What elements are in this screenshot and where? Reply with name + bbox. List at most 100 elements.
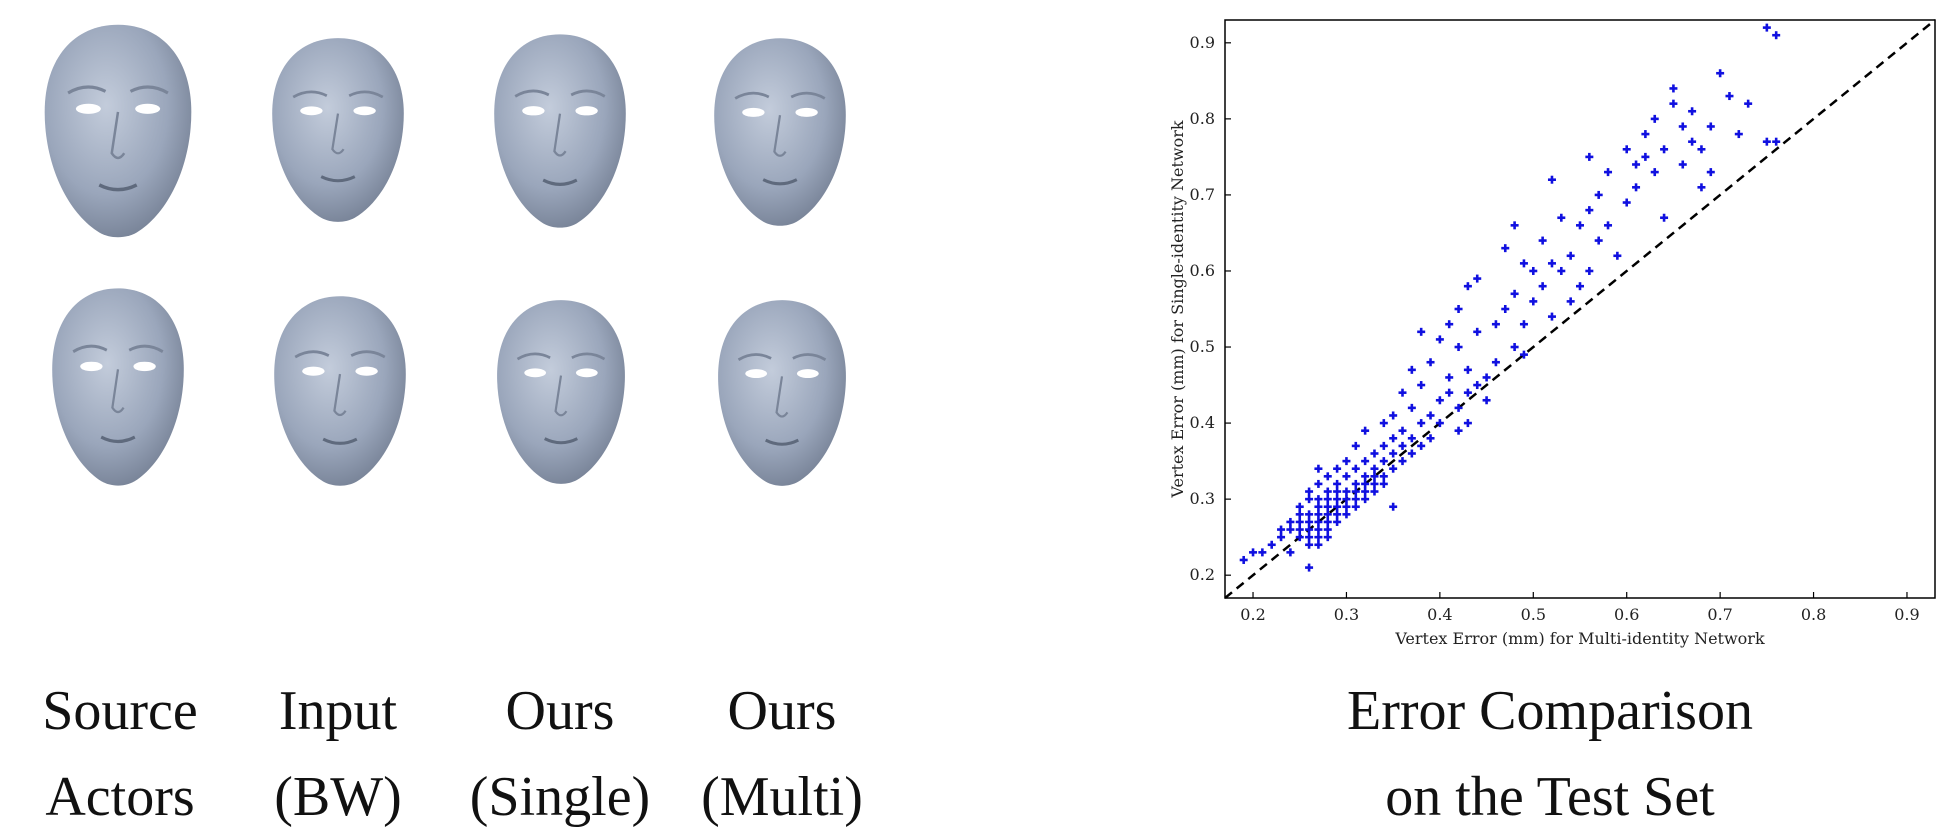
data-point [1370, 479, 1379, 488]
data-point [1445, 373, 1454, 382]
data-point [1342, 472, 1351, 481]
data-point [1389, 464, 1398, 473]
data-point [1333, 487, 1342, 496]
data-point [1305, 487, 1314, 496]
data-point [1454, 305, 1463, 313]
data-point [1389, 449, 1398, 458]
face-renders-grid [0, 0, 1110, 640]
data-point [1379, 419, 1388, 428]
data-point [1323, 533, 1332, 542]
data-point [1277, 525, 1286, 534]
data-point [1323, 487, 1332, 496]
data-point [1641, 152, 1650, 161]
data-point [1305, 525, 1314, 534]
data-point [1305, 563, 1314, 572]
data-point [1407, 449, 1416, 458]
data-point [1426, 434, 1435, 443]
data-point [1463, 365, 1472, 374]
data-point [1398, 441, 1407, 450]
data-point [1333, 479, 1342, 488]
x-tick-label: 0.7 [1707, 605, 1732, 624]
data-point [1660, 145, 1669, 154]
data-point [1678, 122, 1687, 131]
data-point [1351, 495, 1360, 504]
data-point [1501, 305, 1510, 313]
data-point [1594, 236, 1603, 245]
face-mesh-icon [272, 38, 404, 222]
y-tick-label: 0.3 [1190, 489, 1215, 508]
data-point [1379, 457, 1388, 466]
data-point [1295, 510, 1304, 519]
data-point [1585, 266, 1594, 275]
data-point [1510, 221, 1519, 230]
data-point [1361, 495, 1370, 504]
data-point [1501, 244, 1510, 253]
data-point [1669, 99, 1678, 108]
data-point [1445, 320, 1454, 329]
caption-line: Input [278, 680, 398, 742]
y-tick-label: 0.6 [1190, 261, 1215, 280]
data-point [1239, 555, 1248, 564]
caption-line: Ours [727, 680, 837, 742]
face-mesh-icon [494, 34, 626, 228]
data-point [1454, 426, 1463, 435]
data-point [1314, 540, 1323, 549]
caption-line: (Multi) [701, 766, 863, 828]
data-point [1361, 472, 1370, 481]
x-tick-label: 0.6 [1614, 605, 1639, 624]
data-point [1370, 464, 1379, 473]
data-point [1716, 69, 1725, 78]
data-point [1576, 282, 1584, 291]
data-point [1576, 221, 1584, 230]
face-ours-multi-1 [710, 34, 850, 230]
face-ours-multi-2 [714, 296, 850, 490]
data-point [1678, 160, 1687, 169]
data-point [1604, 168, 1613, 177]
y-tick-label: 0.4 [1190, 413, 1215, 432]
data-point [1305, 517, 1314, 526]
data-point [1295, 525, 1304, 534]
x-axis-label: Vertex Error (mm) for Multi-identity Net… [1394, 629, 1765, 648]
data-point [1361, 426, 1370, 435]
data-point [1370, 472, 1379, 481]
caption-line: Ours [505, 680, 615, 742]
data-point [1379, 472, 1388, 481]
data-point [1613, 251, 1622, 260]
data-point [1772, 31, 1781, 40]
data-point [1323, 495, 1332, 504]
data-point [1342, 457, 1351, 466]
data-point [1650, 168, 1659, 177]
data-point [1389, 411, 1398, 420]
data-point [1314, 502, 1323, 511]
data-point [1417, 441, 1426, 450]
data-point [1426, 358, 1435, 367]
data-point [1351, 464, 1360, 473]
data-point [1463, 419, 1472, 428]
data-point [1734, 130, 1743, 139]
data-point [1379, 479, 1388, 488]
data-point [1295, 517, 1304, 526]
data-point [1706, 122, 1715, 131]
chart-caption: Error Comparison on the Test Set [1250, 668, 1850, 840]
x-tick-label: 0.2 [1240, 605, 1265, 624]
data-point [1473, 327, 1482, 336]
caption-ours-single: Ours (Single) [440, 668, 680, 840]
data-point [1622, 198, 1631, 207]
data-point [1417, 381, 1426, 390]
face-input-bw-2 [270, 292, 410, 490]
data-point [1267, 540, 1276, 549]
data-point [1660, 213, 1669, 222]
data-point [1398, 388, 1407, 397]
face-mesh-icon [52, 288, 184, 486]
data-point [1351, 441, 1360, 450]
data-point [1351, 479, 1360, 488]
data-point [1258, 548, 1267, 557]
data-point [1379, 441, 1388, 450]
data-point [1351, 487, 1360, 496]
data-point [1669, 84, 1678, 93]
data-point [1286, 525, 1295, 534]
data-point [1295, 502, 1304, 511]
data-point [1305, 540, 1314, 549]
data-point [1417, 419, 1426, 428]
data-point [1706, 168, 1715, 177]
